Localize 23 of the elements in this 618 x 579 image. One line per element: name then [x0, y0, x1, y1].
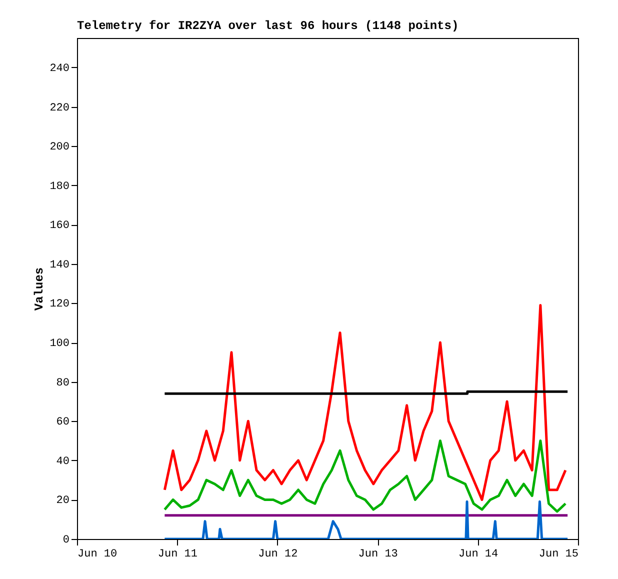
- x-tick-label: Jun 11: [158, 548, 198, 560]
- y-axis-title: Values: [32, 267, 47, 311]
- y-tick-label: 220: [50, 102, 70, 114]
- y-tick-label: 60: [56, 416, 70, 429]
- y-tick-label: 0: [62, 534, 70, 546]
- line-series: [163, 304, 567, 501]
- y-tick-label: 200: [50, 142, 70, 154]
- y-tick-label: 140: [50, 259, 70, 272]
- x-tick-label: Jun 10: [78, 548, 118, 560]
- line-series: [163, 440, 567, 513]
- x-tick-label: Jun 15: [538, 548, 578, 560]
- x-tick-label: Jun 13: [358, 548, 398, 560]
- y-tick-label: 20: [56, 495, 70, 508]
- y-tick-label: 180: [50, 180, 70, 193]
- y-tick-label: 160: [50, 220, 70, 232]
- y-tick-label: 80: [56, 377, 70, 390]
- x-tick-label: Jun 14: [458, 548, 498, 560]
- x-tick-label: Jun 12: [258, 548, 298, 560]
- chart-title: Telemetry for IR2ZYA over last 96 hours (1148 points): [77, 19, 459, 33]
- y-tick-label: 120: [50, 298, 70, 311]
- y-tick-label: 40: [56, 456, 70, 468]
- y-tick-label: 100: [50, 338, 70, 350]
- y-tick-label: 240: [50, 62, 70, 75]
